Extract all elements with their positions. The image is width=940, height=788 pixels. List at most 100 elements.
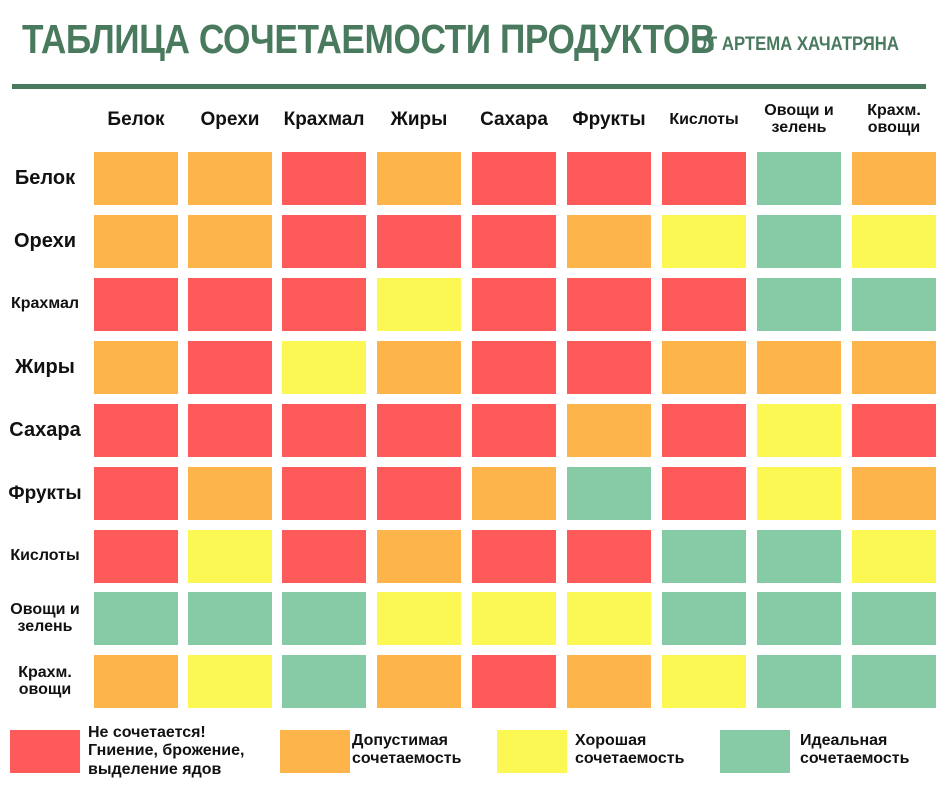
heatmap-cell [377, 278, 461, 331]
heatmap-cell [852, 655, 936, 708]
heatmap-cell [757, 530, 841, 583]
heatmap-cell [94, 467, 178, 520]
column-header: Белок [107, 109, 165, 131]
heatmap-cell [472, 655, 556, 708]
legend-swatch-orange [280, 730, 350, 773]
row-header: Овощи и зелень [10, 600, 80, 635]
legend-label-orange: Допустимая сочетаемость [352, 732, 462, 768]
heatmap-cell [757, 152, 841, 205]
heatmap-cell [188, 152, 272, 205]
heatmap-cell [852, 530, 936, 583]
heatmap-cell [94, 215, 178, 268]
heatmap-cell [94, 341, 178, 394]
heatmap-cell [472, 404, 556, 457]
heatmap-cell [472, 530, 556, 583]
heatmap-cell [852, 215, 936, 268]
column-header: Фрукты [572, 109, 646, 131]
heatmap-cell [377, 655, 461, 708]
heatmap-cell [757, 341, 841, 394]
heatmap-cell [852, 592, 936, 645]
heatmap-cell [282, 530, 366, 583]
heatmap-cell [282, 215, 366, 268]
row-header: Жиры [15, 356, 75, 378]
heatmap-cell [852, 152, 936, 205]
row-header: Кислоты [10, 547, 80, 565]
heatmap-cell [94, 278, 178, 331]
heatmap-cell [852, 341, 936, 394]
heatmap-cell [94, 404, 178, 457]
column-header: Орехи [200, 109, 260, 131]
heatmap-cell [188, 278, 272, 331]
heatmap-cell [662, 341, 746, 394]
page-subtitle: ОТ АРТЕМА ХАЧАТРЯНА [694, 34, 899, 55]
column-header: Овощи и зелень [764, 102, 834, 136]
heatmap-cell [377, 592, 461, 645]
heatmap-cell [377, 467, 461, 520]
heatmap-cell [567, 152, 651, 205]
heatmap-cell [282, 467, 366, 520]
column-header: Крахмал [283, 109, 365, 131]
legend-swatch-red [10, 730, 80, 773]
heatmap-cell [757, 278, 841, 331]
heatmap-cell [567, 655, 651, 708]
heatmap-cell [282, 655, 366, 708]
heatmap-cell [377, 341, 461, 394]
heatmap-cell [567, 592, 651, 645]
heatmap-cell [472, 278, 556, 331]
heatmap-cell [757, 467, 841, 520]
row-header: Фрукты [8, 482, 82, 504]
legend-label-red: Не сочетается! Гниение, брожение, выделе… [88, 724, 245, 778]
row-header: Орехи [13, 230, 77, 252]
heatmap-cell [282, 341, 366, 394]
heatmap-cell [757, 655, 841, 708]
heatmap-cell [188, 592, 272, 645]
column-header: Кислоты [669, 110, 739, 128]
heatmap-cell [94, 530, 178, 583]
heatmap-cell [757, 592, 841, 645]
heatmap-cell [94, 655, 178, 708]
heatmap-cell [282, 278, 366, 331]
heatmap-cell [852, 278, 936, 331]
heatmap-cell [188, 467, 272, 520]
heatmap-cell [567, 530, 651, 583]
heatmap-cell [472, 467, 556, 520]
heatmap-cell [188, 404, 272, 457]
heatmap-cell [282, 152, 366, 205]
title-divider [12, 84, 926, 89]
row-header: Белок [14, 167, 76, 189]
row-header: Крахм. овощи [18, 663, 72, 698]
legend-swatch-yellow [497, 730, 567, 773]
column-header: Жиры [390, 109, 448, 131]
heatmap-cell [377, 215, 461, 268]
heatmap-cell [852, 404, 936, 457]
legend-label-yellow: Хорошая сочетаемость [575, 732, 685, 768]
heatmap-cell [662, 278, 746, 331]
heatmap-cell [188, 215, 272, 268]
page-title: ТАБЛИЦА СОЧЕТАЕМОСТИ ПРОДУКТОВ [22, 16, 715, 62]
heatmap-cell [94, 152, 178, 205]
heatmap-cell [188, 530, 272, 583]
heatmap-cell [852, 467, 936, 520]
heatmap-cell [662, 592, 746, 645]
heatmap-cell [567, 404, 651, 457]
column-header: Сахара [480, 109, 548, 131]
heatmap-cell [662, 152, 746, 205]
heatmap-cell [662, 467, 746, 520]
heatmap-cell [662, 530, 746, 583]
heatmap-cell [757, 404, 841, 457]
heatmap-cell [188, 655, 272, 708]
row-header: Сахара [9, 419, 81, 441]
heatmap-cell [377, 530, 461, 583]
heatmap-cell [377, 152, 461, 205]
heatmap-cell [472, 341, 556, 394]
heatmap-cell [567, 467, 651, 520]
heatmap-cell [472, 215, 556, 268]
legend-swatch-green [720, 730, 790, 773]
heatmap-cell [282, 404, 366, 457]
title-bar: ТАБЛИЦА СОЧЕТАЕМОСТИ ПРОДУКТОВ ОТ АРТЕМА… [22, 12, 922, 72]
heatmap-cell [757, 215, 841, 268]
legend-label-green: Идеальная сочетаемость [800, 732, 910, 768]
heatmap-cell [567, 341, 651, 394]
column-header: Крахм. овощи [867, 102, 921, 136]
heatmap-cell [662, 215, 746, 268]
